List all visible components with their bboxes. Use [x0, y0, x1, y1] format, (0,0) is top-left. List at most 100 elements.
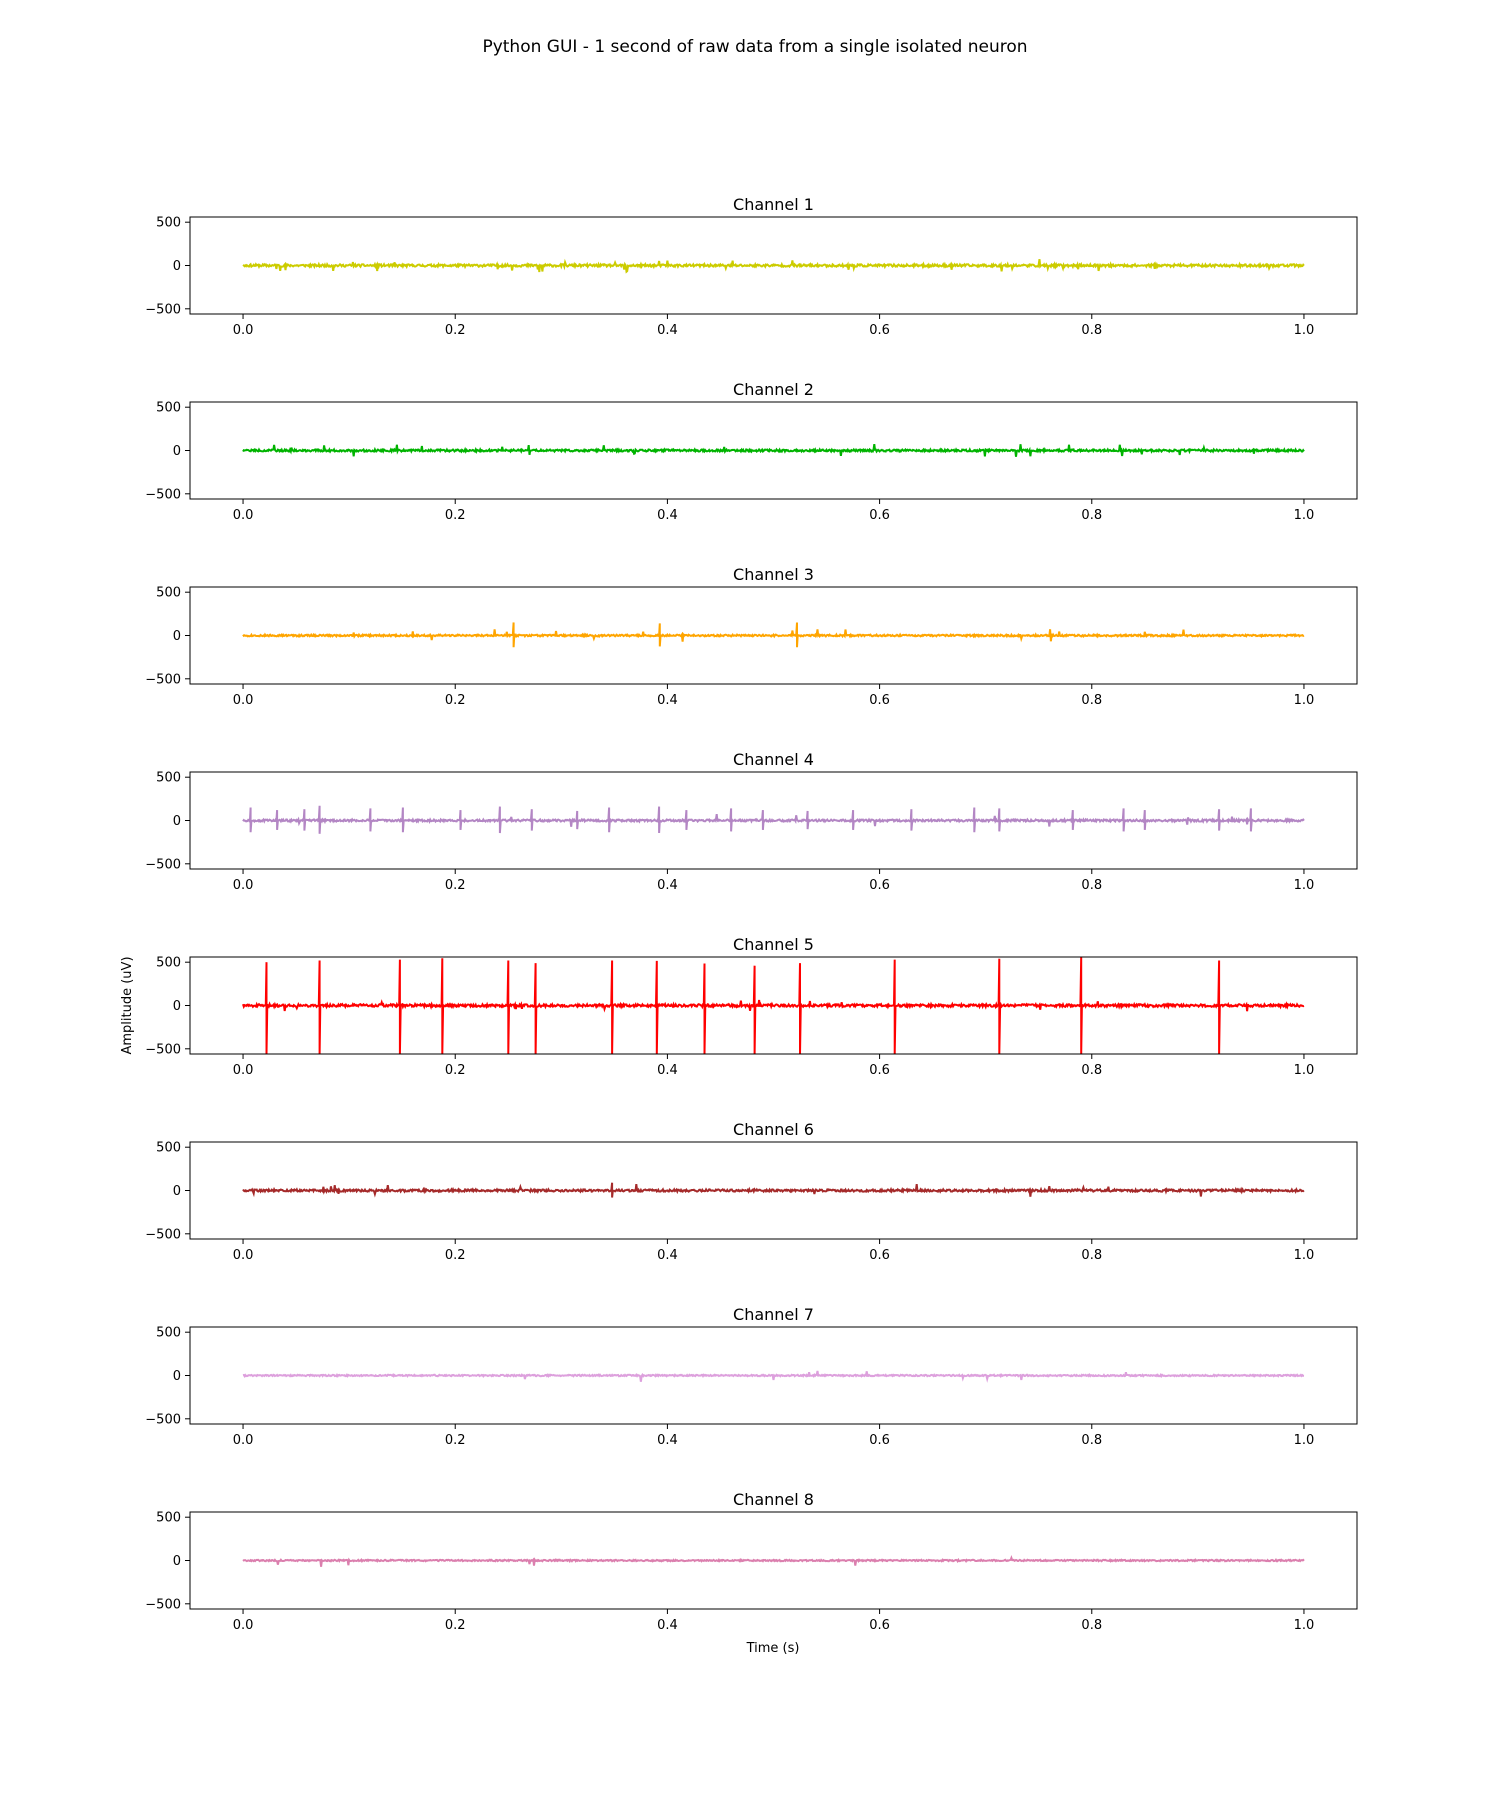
x-tick-label: 1.0 [1294, 1618, 1315, 1633]
signal-trace-1 [242, 443, 1305, 457]
figure-suptitle: Python GUI - 1 second of raw data from a… [482, 37, 1027, 57]
channel-panel-8: Channel 8 0.0 0.2 0.4 0.6 0.8 1.0 500 0 −500 [145, 1490, 1358, 1633]
y-tick-label: 500 [156, 401, 181, 416]
x-tick-label: 0.4 [657, 508, 678, 523]
x-tick-label: 0.8 [1081, 878, 1102, 893]
signal-trace-1 [242, 622, 1305, 648]
y-tick-label: 500 [156, 216, 181, 231]
channel-panel-7: Channel 7 0.0 0.2 0.4 0.6 0.8 1.0 500 0 −500 [145, 1305, 1358, 1448]
channel-title: Channel 1 [733, 195, 814, 214]
x-tick-label: 0.0 [233, 508, 254, 523]
x-tick-label: 0.2 [445, 1063, 466, 1078]
x-tick-label: 0.0 [233, 878, 254, 893]
x-tick-label: 0.6 [869, 878, 890, 893]
y-tick-label: −500 [145, 1412, 181, 1427]
y-tick-label: 0 [173, 629, 181, 644]
signal-trace-1 [242, 805, 1305, 834]
y-tick-label: −500 [145, 1042, 181, 1057]
x-tick-label: 1.0 [1294, 323, 1315, 338]
x-tick-label: 0.8 [1081, 1433, 1102, 1448]
x-tick-label: 0.6 [869, 1618, 890, 1633]
x-tick-label: 0.4 [657, 1618, 678, 1633]
figure-ylabel: Amplitude (uV) [120, 956, 135, 1054]
x-tick-label: 1.0 [1294, 878, 1315, 893]
y-tick-label: 500 [156, 1326, 181, 1341]
x-tick-label: 0.8 [1081, 693, 1102, 708]
panels-container: Channel 10.0 0.2 0.4 0.6 0.8 1.05000−500Chann… [145, 195, 1358, 1633]
y-tick-label: 500 [156, 1511, 181, 1526]
y-tick-label: 0 [173, 444, 181, 459]
y-tick-label: 500 [156, 586, 181, 601]
x-tick-label: 0.0 [233, 1618, 254, 1633]
signal-trace-1 [242, 957, 1305, 1054]
x-tick-label: 0.8 [1081, 508, 1102, 523]
x-tick-label: 1.0 [1294, 508, 1315, 523]
x-tick-label: 0.2 [445, 693, 466, 708]
y-tick-label: 0 [173, 259, 181, 274]
x-tick-label: 0.8 [1081, 1618, 1102, 1633]
y-tick-label: −500 [145, 1597, 181, 1612]
x-tick-label: 0.0 [233, 1248, 254, 1263]
y-tick-label: 0 [173, 1184, 181, 1199]
x-tick-label: 1.0 [1294, 693, 1315, 708]
x-tick-label: 0.0 [233, 1063, 254, 1078]
x-tick-label: 0.4 [657, 693, 678, 708]
x-tick-label: 0.4 [657, 1433, 678, 1448]
x-tick-label: 0.2 [445, 1433, 466, 1448]
channel-title: Channel 4 [733, 750, 814, 769]
signal-trace-1 [242, 258, 1305, 274]
signal-trace-1 [242, 1182, 1305, 1198]
channel-panel-1: Channel 1 0.0 0.2 0.4 0.6 0.8 1.0 500 0 −500 [145, 195, 1358, 338]
x-tick-label: 0.6 [869, 323, 890, 338]
x-tick-label: 0.4 [657, 878, 678, 893]
y-tick-label: −500 [145, 672, 181, 687]
channel-title: Channel 5 [733, 935, 814, 954]
x-tick-label: 0.0 [233, 1433, 254, 1448]
x-tick-label: 0.0 [233, 323, 254, 338]
x-tick-label: 0.2 [445, 508, 466, 523]
y-tick-label: 0 [173, 1369, 181, 1384]
x-tick-label: 0.6 [869, 693, 890, 708]
x-tick-label: 0.4 [657, 1248, 678, 1263]
x-tick-label: 0.8 [1081, 1248, 1102, 1263]
y-tick-label: 0 [173, 814, 181, 829]
x-tick-label: 0.8 [1081, 1063, 1102, 1078]
channel-panel-5: Channel 5 0.0 0.2 0.4 0.6 0.8 1.0 500 0 −500 [145, 935, 1358, 1078]
x-tick-label: 0.0 [233, 693, 254, 708]
y-tick-label: −500 [145, 857, 181, 872]
channel-panel-6: Channel 6 0.0 0.2 0.4 0.6 0.8 1.0 500 0 −500 [145, 1120, 1358, 1263]
channel-title: Channel 7 [733, 1305, 814, 1324]
y-tick-label: 0 [173, 999, 181, 1014]
channel-title: Channel 6 [733, 1120, 814, 1139]
x-tick-label: 0.4 [657, 323, 678, 338]
channel-panel-3: Channel 3 0.0 0.2 0.4 0.6 0.8 1.0 500 0 −500 [145, 565, 1358, 708]
x-tick-label: 1.0 [1294, 1063, 1315, 1078]
y-tick-label: 500 [156, 956, 181, 971]
x-tick-label: 0.6 [869, 1248, 890, 1263]
x-tick-label: 0.6 [869, 1063, 890, 1078]
x-tick-label: 0.6 [869, 508, 890, 523]
x-tick-label: 1.0 [1294, 1433, 1315, 1448]
x-tick-label: 0.6 [869, 1433, 890, 1448]
channel-title: Channel 8 [733, 1490, 814, 1509]
x-tick-label: 1.0 [1294, 1248, 1315, 1263]
x-tick-label: 0.2 [445, 878, 466, 893]
channel-panel-4: Channel 4 0.0 0.2 0.4 0.6 0.8 1.0 500 0 −500 [145, 750, 1358, 893]
y-tick-label: −500 [145, 302, 181, 317]
y-tick-label: −500 [145, 1227, 181, 1242]
x-tick-label: 0.2 [445, 323, 466, 338]
y-tick-label: 500 [156, 1141, 181, 1156]
signal-trace-1 [242, 1370, 1305, 1383]
x-tick-label: 0.2 [445, 1618, 466, 1633]
channel-panel-2: Channel 2 0.0 0.2 0.4 0.6 0.8 1.0 500 0 −500 [145, 380, 1358, 523]
channel-title: Channel 2 [733, 380, 814, 399]
x-tick-label: 0.8 [1081, 323, 1102, 338]
y-tick-label: 500 [156, 771, 181, 786]
figure-xlabel: Time (s) [746, 1641, 800, 1656]
channel-title: Channel 3 [733, 565, 814, 584]
y-tick-label: −500 [145, 487, 181, 502]
y-tick-label: 0 [173, 1554, 181, 1569]
signal-trace-1 [242, 1554, 1305, 1567]
x-tick-label: 0.4 [657, 1063, 678, 1078]
